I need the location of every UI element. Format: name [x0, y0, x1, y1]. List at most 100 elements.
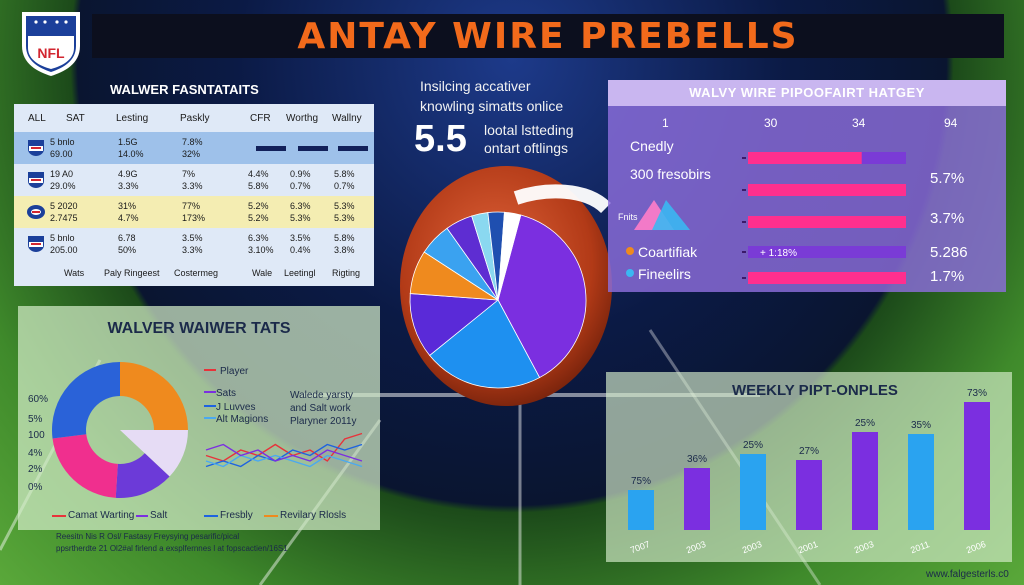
wire-bar: [748, 184, 906, 196]
weekly-category-label: 2003: [741, 539, 763, 555]
weekly-bar-label: 27%: [799, 446, 819, 457]
table-cell: 0.4%: [290, 245, 311, 255]
weekly-bar: [628, 490, 654, 530]
center-big-number: 5.5: [414, 118, 467, 160]
table-cell: 0.9%: [290, 169, 311, 179]
wire-value: 3.7%: [930, 210, 965, 227]
blue-triangle-icon: [652, 200, 690, 230]
table-cell: 29.0%: [50, 181, 76, 191]
weekly-bar-label: 75%: [631, 476, 651, 487]
table-cell: 0.7%: [334, 181, 355, 191]
table-footer-cell: Wale: [252, 268, 273, 278]
weekly-category-label: 2003: [853, 539, 875, 555]
donut-slice: [120, 430, 188, 477]
row-highlight-bar: [338, 146, 368, 151]
orange-dot-icon: [626, 247, 634, 255]
table-row: 19 A0 29.0% 4.9G 3.3% 7% 3.3% 4.4% 5.8% 0.9% 0.7%…: [14, 164, 374, 196]
table-footer-cell: Rigting: [332, 268, 361, 278]
table-cell: 5 2020: [50, 201, 78, 211]
table-cell: 5.2%: [248, 213, 269, 223]
waiver-wire-panel: WALVY WIRE PIPOOFAIRT HATGEY 1 30 34 94 …: [608, 80, 1006, 292]
table-footer-row: Wats Paly Ringeest Costermeg Wale Leetin…: [14, 260, 374, 286]
table-cell: 4.7%: [118, 213, 139, 223]
donut-slice: [120, 362, 188, 430]
table-header-row: ALL SAT Lesting Paskly CFR Worthg Wallny: [14, 104, 374, 132]
donut-chart: [51, 362, 188, 498]
table-cell: 5.8%: [334, 233, 355, 243]
table-cell: 5.3%: [290, 213, 311, 223]
waiver-wire-title: WALVY WIRE PIPOOFAIRT HATGEY: [608, 80, 1006, 106]
table-cell: 5.8%: [248, 181, 269, 191]
table-cell: 3.8%: [334, 245, 355, 255]
table-cell: 3.5%: [290, 233, 311, 243]
table-cell: 4.9G: [118, 169, 138, 179]
table-header-cell: Lesting: [116, 113, 149, 124]
table-cell: 6.3%: [290, 201, 311, 211]
donut-slice: [52, 434, 118, 498]
weekly-bar-label: 36%: [687, 454, 707, 465]
annotation-line: and Salt work: [290, 403, 351, 414]
legend-swatches: [204, 369, 216, 419]
table-cell: 5 bnlo: [50, 137, 75, 147]
watermark: www.falgesterls.c0: [926, 569, 1009, 580]
legend-label: Alt Magions: [216, 414, 269, 425]
weekly-bar-label: 25%: [743, 440, 763, 451]
title-banner: ANTAY WIRE PREBELLS: [92, 14, 1004, 58]
annotation-line: Plaryner 2011y: [290, 416, 357, 427]
table-cell: 6.78: [118, 233, 136, 243]
wire-header-cell: 94: [944, 116, 958, 130]
page-title: ANTAY WIRE PREBELLS: [297, 15, 799, 57]
center-small-line-2: ontart oftlings: [484, 140, 569, 156]
wire-inline-label: + 1:18%: [760, 248, 797, 259]
table-cell: 3.3%: [118, 181, 139, 191]
table-cell: 19 A0: [50, 169, 74, 179]
y-tick-label: 5%: [28, 414, 43, 425]
donut-slice: [115, 453, 170, 498]
wire-bar: [748, 272, 906, 284]
weekly-chart-panel: WEEKLY PIPT-ONPLES 75% 7007 36% 2003 25% 2003…: [606, 372, 1012, 562]
weekly-category-label: 2003: [685, 539, 707, 555]
line-series: [205, 432, 363, 462]
legend-label: Sats: [216, 388, 237, 399]
table-cell: 7%: [182, 169, 196, 179]
stats-panel-title: WALWER FASNTATAITS: [110, 82, 259, 97]
y-tick-label: 2%: [28, 464, 43, 475]
table-cell: 3.3%: [182, 245, 203, 255]
table-header-cell: SAT: [66, 113, 85, 124]
table-cell: 3.3%: [182, 181, 203, 191]
table-cell: 3.5%: [182, 233, 203, 243]
football-stripe: [513, 184, 611, 214]
donut-slice: [51, 362, 120, 439]
wire-value: 5.286: [930, 244, 968, 261]
wire-bar: [748, 152, 862, 164]
annotation-line: Walede yarsty: [290, 390, 353, 401]
stats-table: ALL SAT Lesting Paskly CFR Worthg Wallny…: [14, 104, 374, 286]
y-tick-label: 60%: [28, 394, 49, 405]
weekly-category-label: 7007: [629, 539, 651, 555]
table-cell: 32%: [182, 149, 201, 159]
table-footer-cell: Paly Ringeest: [104, 268, 160, 278]
center-line-1: Insilcing accativer: [420, 78, 531, 94]
weekly-bar: [740, 454, 766, 530]
weekly-bar: [796, 460, 822, 530]
football-pie-chart: [400, 166, 612, 406]
table-cell: 1.5G: [118, 137, 138, 147]
center-line-2: knowling simatts onlice: [420, 98, 564, 114]
pie-slice: [409, 293, 500, 356]
weekly-bar: [852, 432, 878, 530]
table-row: 5 bnlo 69.00 1.5G 14.0% 7.8% 32%: [14, 132, 374, 164]
row-highlight-bar: [298, 146, 328, 151]
table-cell: 5.3%: [334, 201, 355, 211]
wire-value: 5.7%: [930, 170, 965, 187]
weekly-bar-label: 25%: [855, 418, 875, 429]
nfl-team-logo-icon: [28, 140, 44, 156]
nfl-logo-text: NFL: [37, 45, 65, 61]
wire-row-label: Cnedly: [630, 138, 674, 154]
line-series: [205, 443, 363, 468]
table-cell: 69.00: [50, 149, 73, 159]
table-header-cell: Worthg: [286, 113, 319, 124]
weekly-bar: [684, 468, 710, 530]
footnote-line-2: ppsrtherdte 21 Ol2#al firlend a exsplfer…: [56, 544, 288, 553]
table-cell: 3.10%: [248, 245, 274, 255]
table-cell: 77%: [182, 201, 201, 211]
